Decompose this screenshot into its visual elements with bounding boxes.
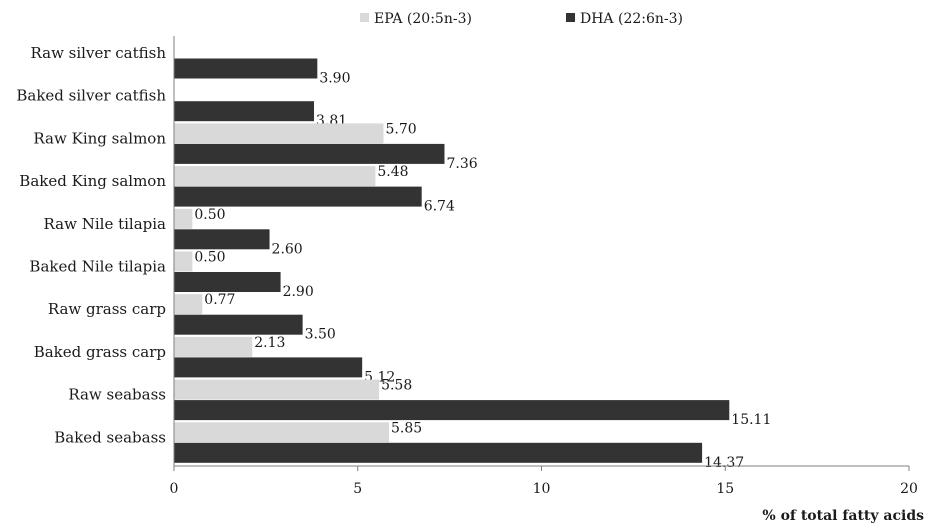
category-label: Raw seabass [68,386,166,404]
legend-swatch-epa [360,13,369,22]
epa-bar [174,251,193,272]
legend: EPA (20:5n-3) DHA (22:6n-3) [360,11,683,27]
data-label: 5.58 [381,378,412,394]
data-label: 7.36 [446,156,477,172]
data-label: 6.74 [424,199,455,215]
data-label: 0.50 [194,250,225,266]
data-label: 2.60 [272,241,303,257]
data-label: 5.85 [391,420,422,436]
dha-bar [174,357,363,378]
data-label: 3.50 [305,327,336,343]
data-label: 0.50 [194,207,225,223]
data-label: 14.37 [704,455,744,471]
data-label: 5.48 [377,164,408,180]
x-axis: 0 5 10 15 20 [170,36,918,497]
x-tick-label: 15 [716,481,734,497]
epa-bar [174,336,253,357]
epa-bar [174,166,376,187]
x-axis-label: % of total fatty acids [762,508,924,524]
legend-label-dha: DHA (22:6n-3) [580,11,683,27]
dha-bar [174,442,703,463]
dha-bar [174,58,318,79]
category-label: Baked King salmon [19,172,166,190]
x-tick-label: 5 [353,481,362,497]
x-tick-label: 0 [170,481,179,497]
data-label: 5.70 [385,121,416,137]
dha-bar [174,101,315,122]
category-label: Baked Nile tilapia [29,258,166,276]
data-label: 15.11 [731,412,771,428]
category-label: Raw Nile tilapia [44,215,167,233]
dha-bar [174,229,270,250]
dha-bar [174,186,422,207]
legend-swatch-dha [566,13,575,22]
dha-bar [174,272,281,292]
category-label: Raw grass carp [48,300,166,318]
category-label: Baked grass carp [34,343,166,361]
dha-bar [174,143,445,164]
category-label: Baked seabass [54,428,166,446]
epa-bar [174,422,389,443]
category-label: Baked silver catfish [16,87,166,105]
data-label: 3.90 [319,71,350,87]
x-tick-label: 10 [533,481,551,497]
epa-bar [174,294,203,315]
data-label: 0.77 [204,292,235,308]
x-tick-label: 20 [900,481,918,497]
epa-bar [174,379,380,400]
epa-bar [174,123,384,144]
category-label: Raw King salmon [33,129,166,147]
dha-bar [174,400,730,421]
legend-label-epa: EPA (20:5n-3) [374,11,472,27]
dha-bar [174,314,303,335]
data-label: 2.90 [283,284,314,300]
data-label: 2.13 [254,335,285,351]
plot-area: Raw silver catfish 3.90 Baked silver catfi… [16,44,771,471]
category-label: Raw silver catfish [30,44,166,62]
epa-bar [174,208,193,229]
